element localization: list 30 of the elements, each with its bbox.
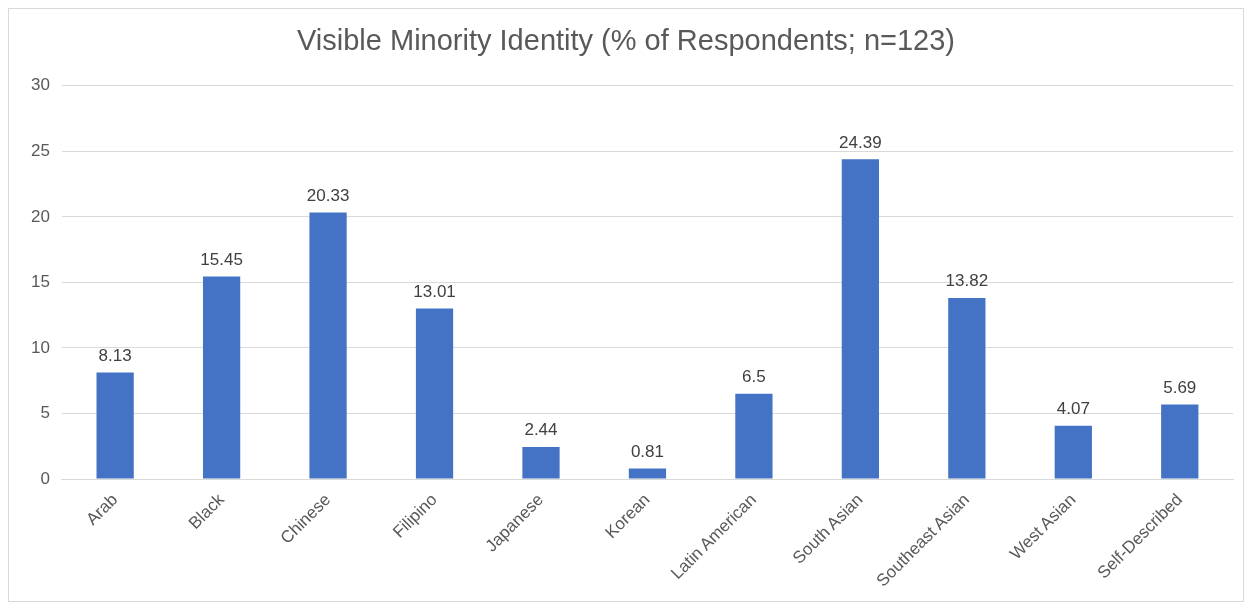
data-label: 2.44 — [524, 420, 558, 440]
data-label: 5.69 — [1163, 377, 1197, 397]
y-tick-label: 10 — [30, 337, 50, 357]
bar — [202, 276, 241, 479]
bar — [628, 468, 667, 479]
data-label: 13.01 — [413, 281, 456, 301]
data-label: 24.39 — [839, 132, 882, 152]
data-label: 4.07 — [1056, 398, 1090, 418]
bar — [1161, 404, 1199, 479]
bar — [735, 393, 773, 479]
bar — [841, 159, 880, 479]
bar — [415, 308, 454, 479]
y-tick-label: 25 — [30, 141, 50, 161]
data-label: 0.81 — [630, 441, 664, 461]
y-tick-label: 5 — [40, 403, 50, 423]
data-label: 15.45 — [200, 249, 243, 269]
y-tick-label: 0 — [40, 468, 50, 488]
y-tick-label: 20 — [30, 206, 50, 226]
y-tick-label: 15 — [30, 272, 50, 292]
data-label: 6.5 — [742, 367, 766, 387]
chart-title: Visible Minority Identity (% of Respondents; n=123) — [297, 24, 955, 57]
y-tick-label: 30 — [30, 75, 50, 95]
bar — [522, 447, 560, 479]
bar — [948, 297, 986, 479]
data-label: 20.33 — [306, 185, 350, 205]
data-label: 13.82 — [945, 271, 989, 291]
bar — [309, 212, 347, 479]
bar — [1054, 425, 1092, 479]
data-label: 8.13 — [98, 345, 132, 365]
bar — [96, 372, 134, 479]
